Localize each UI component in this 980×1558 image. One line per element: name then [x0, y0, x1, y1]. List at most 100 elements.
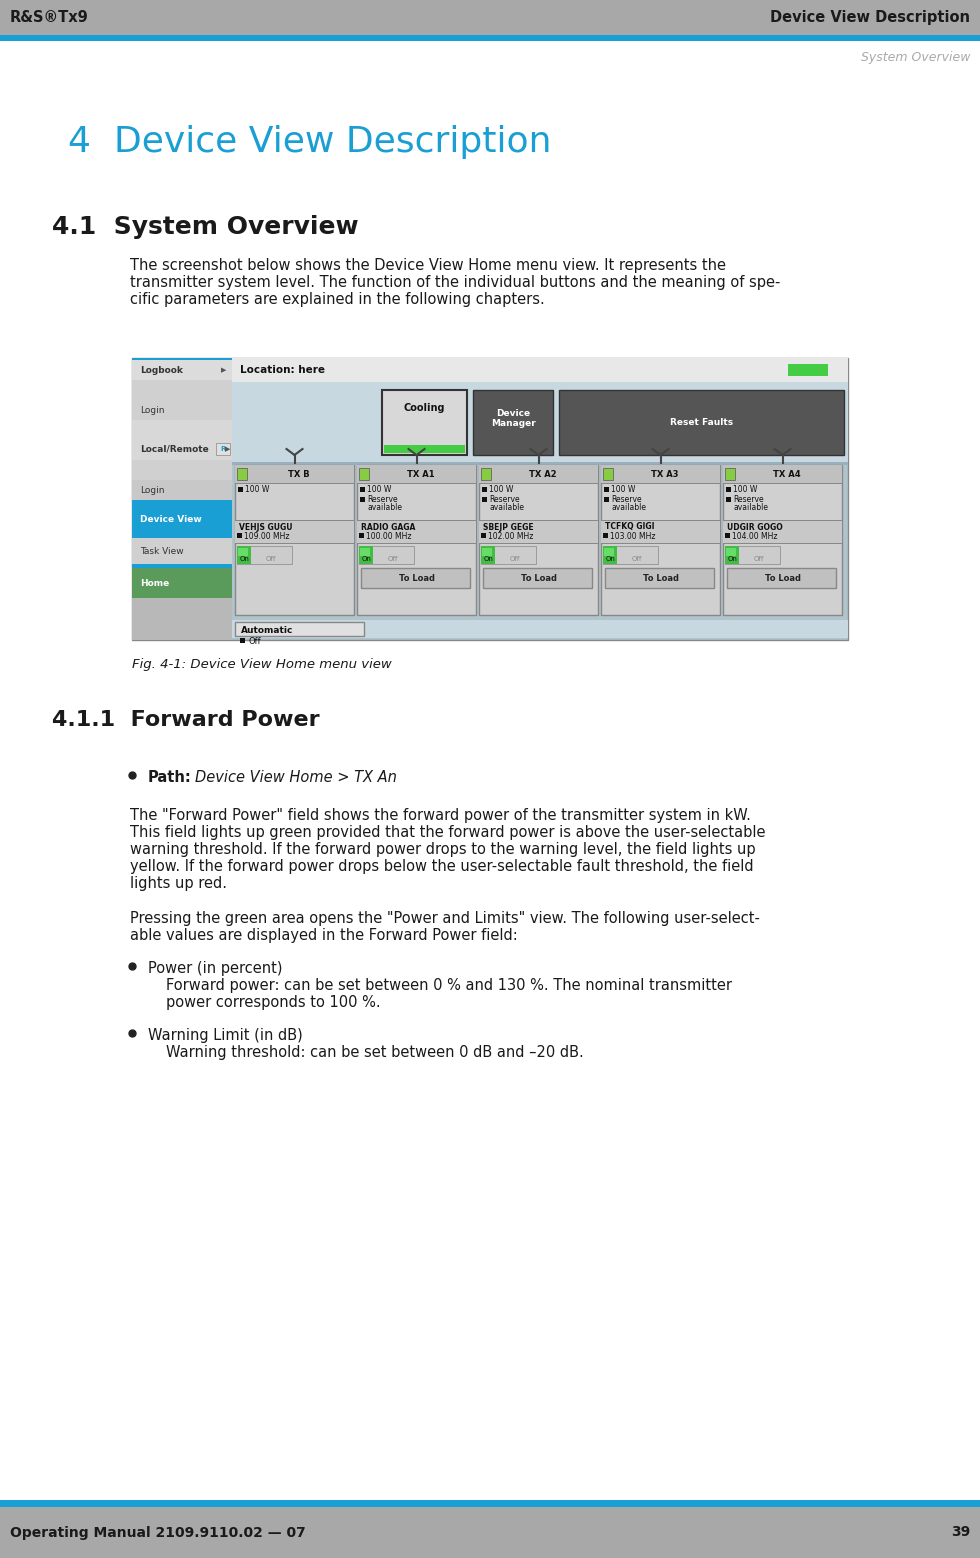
Bar	[359, 533, 364, 538]
Bar	[604, 497, 609, 502]
Bar	[479, 520, 598, 544]
Bar	[216, 442, 230, 455]
Bar	[481, 467, 491, 480]
Text: 4  Device View Description: 4 Device View Description	[68, 125, 552, 159]
Text: 4.1.1  Forward Power: 4.1.1 Forward Power	[52, 710, 319, 731]
Text: The "Forward Power" field shows the forward power of the transmitter system in k: The "Forward Power" field shows the forw…	[130, 809, 751, 823]
Text: transmitter system level. The function of the individual buttons and the meaning: transmitter system level. The function o…	[130, 276, 780, 290]
Text: 109.00 MHz: 109.00 MHz	[244, 531, 289, 541]
Bar	[232, 358, 848, 382]
Bar	[382, 390, 467, 455]
Text: warning threshold. If the forward power drops to the warning level, the field li: warning threshold. If the forward power …	[130, 841, 756, 857]
Text: VEHJS GUGU: VEHJS GUGU	[239, 522, 292, 531]
Text: Cooling: Cooling	[404, 404, 445, 413]
Bar	[232, 620, 848, 637]
Text: TX A4: TX A4	[772, 469, 801, 478]
Text: Device View Home > TX An: Device View Home > TX An	[195, 770, 397, 785]
Text: 104.00 MHz: 104.00 MHz	[732, 531, 777, 541]
Bar	[0, 34, 980, 41]
Text: Off: Off	[387, 556, 398, 562]
Bar	[238, 488, 243, 492]
Bar	[479, 464, 598, 483]
Bar	[359, 467, 369, 480]
Bar	[723, 464, 842, 483]
Bar	[232, 382, 848, 463]
Bar	[132, 500, 232, 503]
Text: available: available	[733, 503, 768, 511]
Bar	[482, 488, 487, 492]
Bar	[132, 358, 848, 640]
Bar	[359, 545, 373, 564]
Text: Logbook: Logbook	[140, 366, 183, 374]
Text: 100 W: 100 W	[489, 485, 514, 494]
Text: RADIO GAGA: RADIO GAGA	[361, 522, 416, 531]
Bar	[479, 464, 598, 615]
Text: Device
Manager: Device Manager	[491, 408, 535, 428]
Text: Warning threshold: can be set between 0 dB and –20 dB.: Warning threshold: can be set between 0 …	[166, 1045, 584, 1059]
Text: To Load: To Load	[399, 573, 434, 583]
Text: 103.00 MHz: 103.00 MHz	[610, 531, 656, 541]
Text: UDGIR GOGO: UDGIR GOGO	[727, 522, 783, 531]
Bar	[601, 520, 720, 544]
Text: 100 W: 100 W	[245, 485, 270, 494]
Text: Task View: Task View	[140, 547, 183, 556]
Bar	[232, 463, 848, 464]
Bar	[237, 545, 292, 564]
Bar	[360, 488, 365, 492]
Bar	[132, 480, 232, 500]
Bar	[359, 545, 414, 564]
Bar	[0, 1500, 980, 1507]
Text: Device View: Device View	[140, 514, 202, 523]
Bar	[235, 464, 354, 483]
Bar	[384, 446, 465, 453]
Text: power corresponds to 100 %.: power corresponds to 100 %.	[166, 996, 380, 1010]
Bar	[235, 622, 364, 636]
Text: To Load: To Load	[520, 573, 557, 583]
Bar	[237, 467, 247, 480]
Bar	[481, 533, 486, 538]
Bar	[132, 421, 232, 438]
Bar	[238, 548, 248, 556]
Text: On: On	[362, 556, 372, 562]
Bar	[132, 358, 232, 360]
Bar	[132, 358, 232, 640]
Text: 100.00 MHz: 100.00 MHz	[366, 531, 412, 541]
Text: Login: Login	[140, 405, 165, 414]
Text: Off: Off	[631, 556, 642, 562]
Text: TX A2: TX A2	[528, 469, 557, 478]
Text: ▶: ▶	[225, 446, 230, 452]
Text: System Overview: System Overview	[860, 50, 970, 64]
Bar	[481, 545, 536, 564]
Bar	[132, 538, 232, 564]
Text: To Load: To Load	[764, 573, 801, 583]
Text: Power (in percent): Power (in percent)	[148, 961, 282, 975]
Bar	[603, 467, 613, 480]
Text: 100 W: 100 W	[367, 485, 391, 494]
Bar	[132, 460, 232, 480]
Bar	[725, 545, 739, 564]
Text: On: On	[484, 556, 494, 562]
Text: Reserve: Reserve	[489, 494, 519, 503]
Text: 4.1  System Overview: 4.1 System Overview	[52, 215, 359, 238]
Text: Login: Login	[140, 486, 165, 494]
Text: This field lights up green provided that the forward power is above the user-sel: This field lights up green provided that…	[130, 826, 765, 840]
Bar	[132, 400, 232, 421]
Text: To Load: To Load	[643, 573, 678, 583]
Bar	[726, 488, 731, 492]
Text: Reserve: Reserve	[367, 494, 398, 503]
Bar	[357, 464, 476, 615]
Bar	[725, 467, 735, 480]
Bar	[603, 533, 608, 538]
Bar	[604, 488, 609, 492]
Text: 102.00 MHz: 102.00 MHz	[488, 531, 533, 541]
Text: 100 W: 100 W	[733, 485, 758, 494]
Bar	[132, 534, 232, 538]
Text: The screenshot below shows the Device View Home menu view. It represents the: The screenshot below shows the Device Vi…	[130, 259, 726, 273]
Bar	[601, 464, 720, 483]
Bar	[132, 360, 232, 380]
Bar	[482, 548, 492, 556]
Bar	[481, 545, 495, 564]
Bar	[235, 520, 354, 544]
Bar	[473, 390, 553, 455]
Bar	[361, 569, 470, 587]
